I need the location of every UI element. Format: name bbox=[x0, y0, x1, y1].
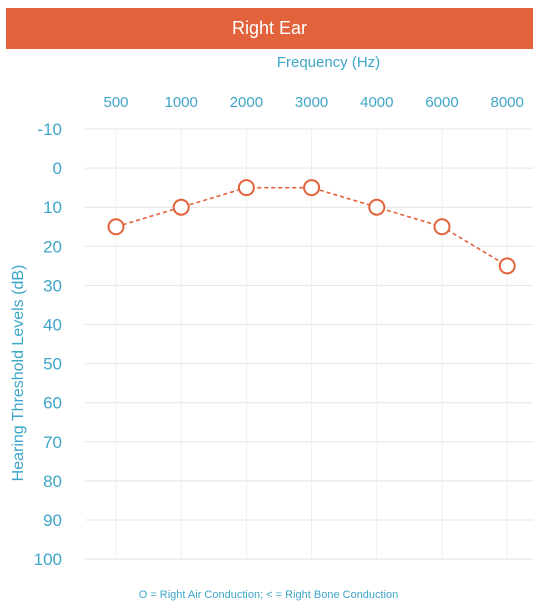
x-tick-label: 4000 bbox=[360, 94, 393, 111]
data-point bbox=[368, 198, 386, 216]
x-tick-label: 500 bbox=[103, 94, 128, 111]
y-tick-label: -10 bbox=[37, 120, 62, 139]
data-point bbox=[107, 218, 125, 236]
data-point bbox=[433, 218, 451, 236]
y-tick-label: 40 bbox=[43, 316, 62, 335]
data-point bbox=[172, 198, 190, 216]
y-tick-label: 80 bbox=[43, 472, 62, 491]
y-tick-label: 10 bbox=[43, 198, 62, 217]
y-tick-label: 100 bbox=[34, 550, 62, 569]
data-point bbox=[237, 179, 255, 197]
chart-title-banner: Right Ear bbox=[6, 8, 533, 49]
chart-title: Right Ear bbox=[231, 18, 308, 38]
x-tick-label: 1000 bbox=[165, 94, 198, 111]
x-axis-title: Frequency (Hz) bbox=[276, 54, 381, 71]
x-tick-label: 8000 bbox=[491, 94, 524, 111]
x-tick-label: 2000 bbox=[230, 94, 263, 111]
data-point bbox=[303, 179, 321, 197]
x-tick-label: 3000 bbox=[295, 94, 328, 111]
y-tick-label: 60 bbox=[43, 394, 62, 413]
y-tick-label: 20 bbox=[43, 237, 62, 256]
y-tick-label: 70 bbox=[43, 433, 62, 452]
y-tick-label: 50 bbox=[43, 355, 62, 374]
x-tick-label: 6000 bbox=[425, 94, 458, 111]
y-tick-label: 0 bbox=[53, 159, 62, 178]
data-point bbox=[498, 257, 516, 275]
y-tick-label: 90 bbox=[43, 511, 62, 530]
y-tick-label: 30 bbox=[43, 276, 62, 295]
legend: O = Right Air Conduction; < = Right Bone… bbox=[138, 589, 399, 601]
